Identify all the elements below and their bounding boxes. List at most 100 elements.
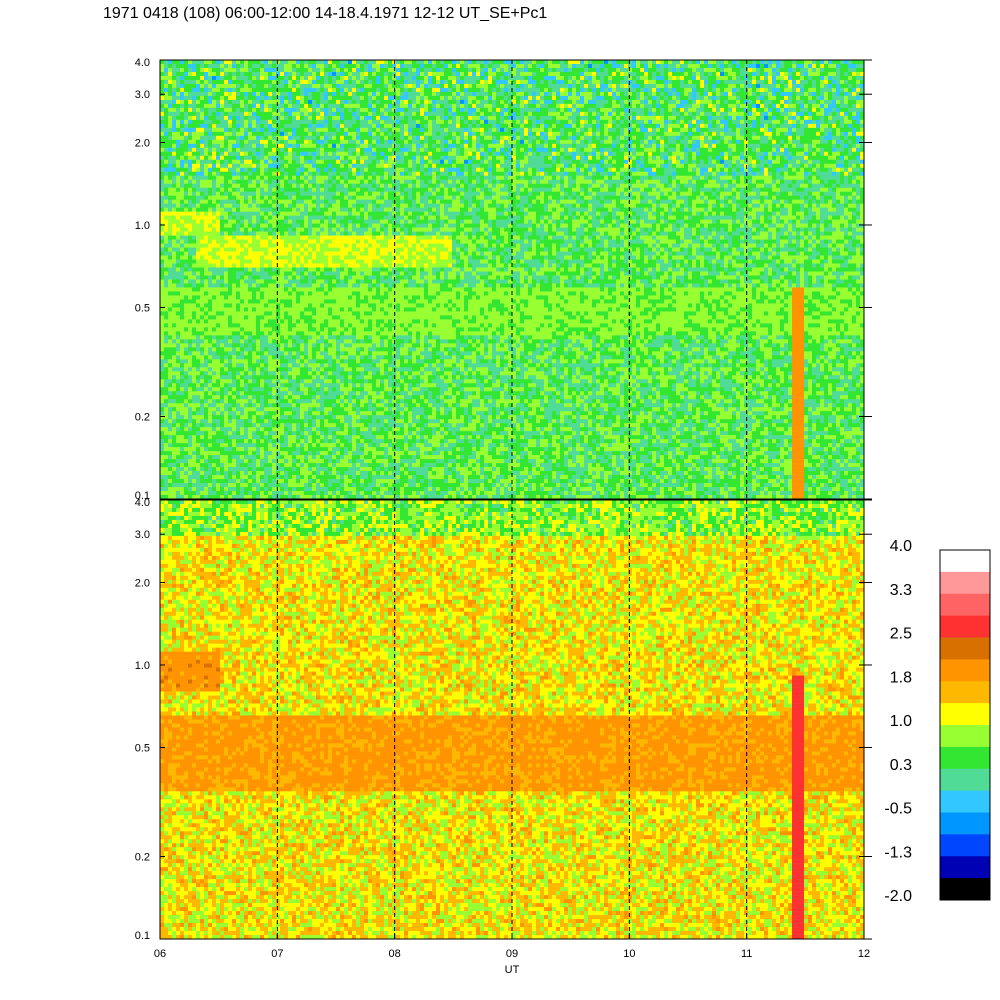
heatmap-cell [208,291,213,296]
heatmap-cell [168,271,173,276]
heatmap-cell [276,395,281,400]
heatmap-cell [160,60,165,65]
heatmap-cell [196,467,201,472]
heatmap-cell [236,399,241,404]
heatmap-cell [176,331,181,336]
heatmap-cell [260,247,265,252]
heatmap-cell [288,267,293,272]
heatmap-cell [336,91,341,97]
heatmap-cell [320,259,325,264]
heatmap-cell [192,259,197,264]
heatmap-cell [176,395,181,400]
heatmap-cell [292,467,297,472]
heatmap-cell [220,151,225,157]
heatmap-cell [292,367,297,372]
heatmap-cell [276,95,281,101]
heatmap-cell [172,111,177,117]
heatmap-cell [276,111,281,117]
heatmap-cell [336,271,341,276]
heatmap-cell [260,395,265,400]
heatmap-cell [212,455,217,460]
heatmap-cell [212,383,217,388]
heatmap-cell [252,375,257,380]
heatmap-cell [308,295,313,300]
heatmap-cell [248,207,253,212]
heatmap-cell [284,147,289,153]
heatmap-cell [200,147,205,153]
heatmap-cell [188,131,193,137]
heatmap-cell [260,131,265,137]
heatmap-cell [320,363,325,368]
heatmap-cell [228,151,233,157]
heatmap-cell [184,391,189,396]
heatmap-cell [228,87,233,93]
heatmap-cell [332,199,337,204]
heatmap-cell [228,383,233,388]
heatmap-cell [280,223,285,228]
heatmap-cell [180,203,185,208]
heatmap-cell [208,419,213,424]
heatmap-cell [292,131,297,137]
heatmap-cell [256,195,261,200]
heatmap-cell [272,371,277,376]
heatmap-cell [224,375,229,380]
heatmap-cell [288,351,293,356]
heatmap-cell [244,235,249,240]
heatmap-cell [316,475,321,480]
heatmap-cell [316,219,321,224]
heatmap-cell [208,359,213,364]
heatmap-cell [256,359,261,364]
heatmap-cell [300,415,305,420]
heatmap-cell [280,159,285,165]
heatmap-cell [288,287,293,292]
heatmap-cell [240,491,245,496]
heatmap-cell [248,463,253,468]
heatmap-cell [308,491,313,496]
heatmap-cell [228,375,233,380]
heatmap-cell [188,111,193,117]
heatmap-cell [196,199,201,204]
heatmap-cell [184,263,189,268]
heatmap-cell [296,227,301,232]
heatmap-cell [304,147,309,153]
heatmap-cell [308,267,313,272]
heatmap-cell [164,463,169,468]
heatmap-cell [168,223,173,228]
heatmap-cell [248,451,253,456]
heatmap-cell [164,159,169,165]
heatmap-cell [272,67,277,73]
heatmap-cell [240,219,245,224]
heatmap-cell [216,355,221,360]
heatmap-cell [300,219,305,224]
heatmap-cell [188,103,193,109]
heatmap-cell [220,347,225,352]
heatmap-cell [204,239,209,244]
heatmap-cell [264,79,269,85]
heatmap-cell [264,339,269,344]
heatmap-cell [184,107,189,113]
heatmap-cell [168,87,173,93]
heatmap-cell [240,419,245,424]
heatmap-cell [280,355,285,360]
heatmap-cell [184,79,189,85]
heatmap-cell [188,123,193,129]
heatmap-cell [268,211,273,216]
heatmap-cell [168,423,173,428]
heatmap-cell [296,451,301,456]
heatmap-cell [228,399,233,404]
heatmap-cell [292,95,297,101]
heatmap-cell [292,71,297,77]
heatmap-cell [264,363,269,368]
heatmap-cell [320,483,325,488]
heatmap-cell [272,60,277,65]
heatmap-cell [332,223,337,228]
heatmap-cell [180,367,185,372]
heatmap-cell [172,251,177,256]
heatmap-cell [332,319,337,324]
heatmap-cell [308,203,313,208]
heatmap-cell [208,255,213,260]
heatmap-cell [172,463,177,468]
heatmap-cell [208,283,213,288]
heatmap-cell [236,427,241,432]
heatmap-cell [268,419,273,424]
